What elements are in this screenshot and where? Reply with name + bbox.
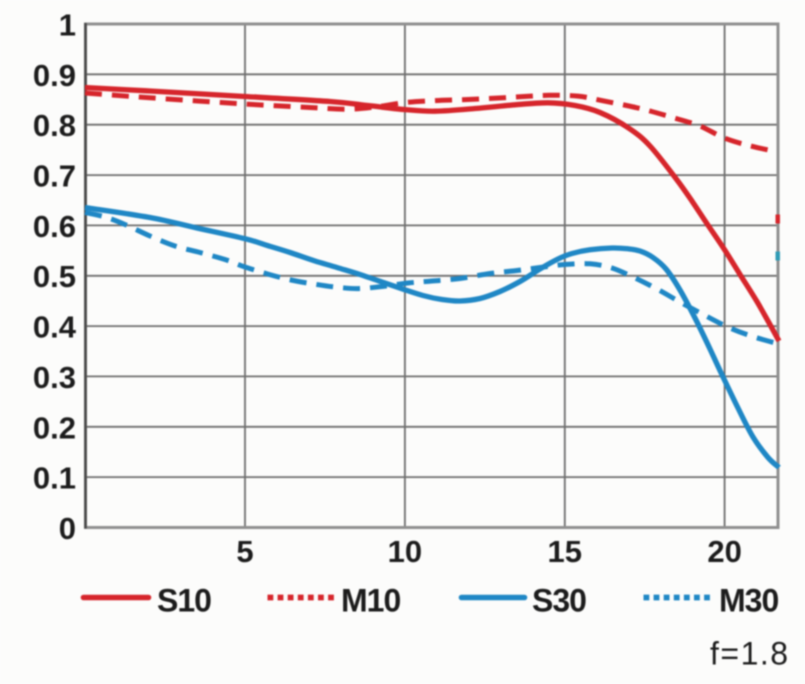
svg-text:5: 5 bbox=[236, 534, 253, 569]
svg-text:S30: S30 bbox=[532, 583, 586, 619]
svg-text:0.9: 0.9 bbox=[33, 58, 76, 93]
svg-text:0.4: 0.4 bbox=[33, 310, 77, 345]
svg-text:0.2: 0.2 bbox=[33, 410, 76, 445]
svg-text:10: 10 bbox=[388, 534, 422, 569]
svg-text:0.7: 0.7 bbox=[33, 159, 76, 194]
svg-text:0: 0 bbox=[59, 511, 76, 546]
svg-text:0.1: 0.1 bbox=[33, 461, 76, 496]
svg-text:0.6: 0.6 bbox=[33, 209, 76, 244]
svg-text:1: 1 bbox=[59, 8, 76, 43]
svg-text:S10: S10 bbox=[157, 583, 211, 619]
svg-text:M10: M10 bbox=[341, 583, 400, 619]
svg-text:0.8: 0.8 bbox=[33, 108, 76, 143]
svg-text:15: 15 bbox=[548, 534, 582, 569]
svg-text:M30: M30 bbox=[719, 583, 778, 619]
svg-text:0.3: 0.3 bbox=[33, 360, 76, 395]
svg-text:0.5: 0.5 bbox=[33, 259, 76, 294]
svg-text:f=1.8: f=1.8 bbox=[710, 636, 790, 672]
svg-text:20: 20 bbox=[707, 534, 741, 569]
